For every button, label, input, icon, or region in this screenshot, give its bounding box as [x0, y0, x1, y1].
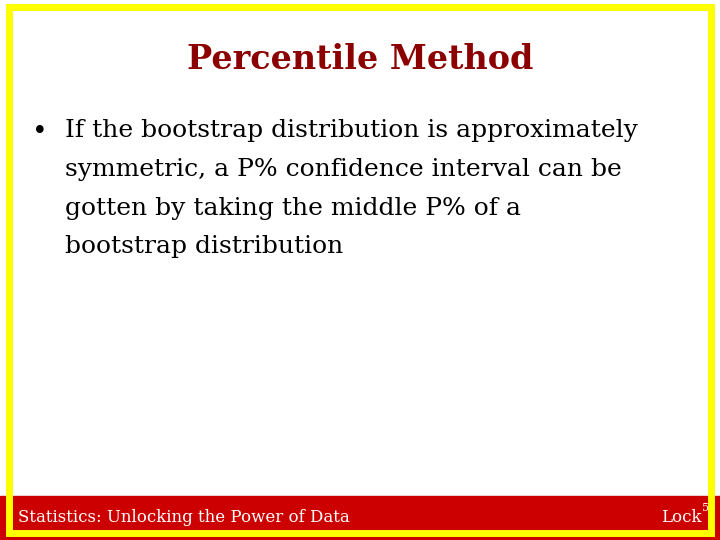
Text: symmetric, a P% confidence interval can be: symmetric, a P% confidence interval can …: [65, 158, 621, 181]
Bar: [0, 496, 720, 540]
Text: Statistics: Unlocking the Power of Data: Statistics: Unlocking the Power of Data: [18, 509, 350, 526]
Text: Percentile Method: Percentile Method: [186, 43, 534, 76]
Text: gotten by taking the middle P% of a: gotten by taking the middle P% of a: [65, 197, 521, 220]
Text: Lock: Lock: [661, 509, 701, 526]
Text: If the bootstrap distribution is approximately: If the bootstrap distribution is approxi…: [65, 119, 638, 142]
Text: •: •: [32, 119, 48, 144]
Text: bootstrap distribution: bootstrap distribution: [65, 235, 343, 259]
Text: 5: 5: [702, 503, 709, 513]
